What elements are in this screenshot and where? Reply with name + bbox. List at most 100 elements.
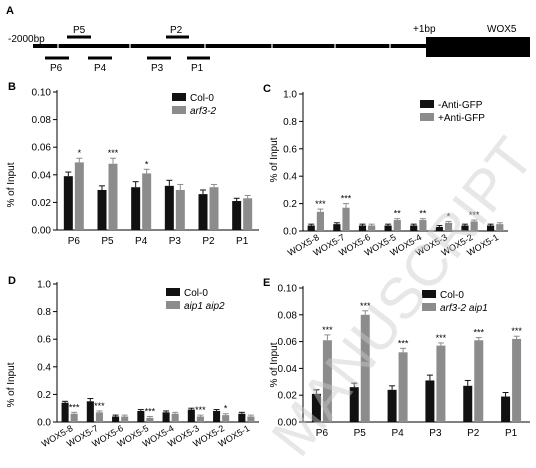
y-tick-label: 0.4 (283, 172, 297, 183)
y-tick-label: 0.08 (32, 115, 52, 126)
significance-label: * (447, 211, 451, 221)
primer-p1-label: P1 (191, 63, 204, 74)
bar (86, 401, 94, 422)
promoter-start-label: -2000bp (8, 34, 45, 45)
bar (247, 416, 255, 422)
significance-label: *** (398, 338, 409, 348)
bar (131, 187, 141, 230)
bar (97, 189, 107, 230)
category-label: P3 (169, 236, 182, 247)
gene-label: WOX5 (487, 24, 517, 35)
y-tick-label: 0.00 (32, 226, 52, 237)
y-axis-title: % of Input (269, 137, 280, 182)
bar (425, 380, 435, 422)
y-axis-title: % of Input (269, 342, 280, 387)
legend-swatch (166, 288, 180, 296)
bar (213, 410, 221, 422)
y-tick-label: 0.6 (37, 335, 51, 346)
bar (61, 402, 69, 422)
bar (187, 409, 195, 422)
bar (384, 225, 392, 231)
bar (368, 225, 376, 231)
watermark-text: MANUSCRIPT (259, 126, 536, 468)
significance-label: *** (315, 199, 326, 209)
panel-letter: E (263, 277, 270, 289)
tss-label: +1bp (413, 24, 436, 35)
y-tick-label: 0.8 (283, 117, 297, 128)
bar (496, 224, 504, 231)
category-label: P2 (467, 428, 480, 439)
category-label: P1 (505, 428, 518, 439)
category-label: P3 (429, 428, 442, 439)
wox5-gene-box (426, 37, 530, 57)
significance-label: ** (394, 209, 402, 219)
primer-p2-label: P2 (170, 25, 183, 36)
bar (487, 225, 495, 231)
bar (358, 225, 367, 231)
significance-label: *** (473, 328, 484, 338)
panel-letter: D (8, 275, 16, 287)
bar (196, 416, 204, 422)
significance-label: *** (322, 325, 333, 335)
y-tick-label: 0.04 (278, 364, 298, 375)
primer-p4-label: P4 (94, 63, 107, 74)
bar (316, 211, 324, 231)
bar (512, 338, 522, 422)
category-label: P4 (135, 236, 148, 247)
panel-letter: B (8, 81, 16, 93)
significance-label: * (145, 159, 149, 169)
panel-letter-a: A (6, 5, 14, 17)
y-tick-label: 0.2 (37, 390, 51, 401)
panel-e: E 0.00 0.02 0.04 0.06 0.08 0.10 % of Input *** P6… (263, 277, 530, 439)
legend-label: Col-0 (190, 93, 214, 104)
bar (435, 226, 443, 231)
y-tick-label: 0.00 (278, 418, 298, 429)
legend-label: aip1 aip2 (184, 301, 225, 312)
bar (108, 163, 118, 230)
bar (232, 201, 242, 230)
bar (171, 413, 179, 422)
category-label: P6 (316, 428, 329, 439)
y-tick-label: 0.02 (278, 391, 298, 402)
category-label: P5 (101, 236, 114, 247)
bar (307, 225, 315, 231)
significance-label: *** (469, 210, 480, 220)
y-tick-label: 0.0 (283, 227, 297, 238)
panel-b: B0.000.020.040.060.080.10% of Input*P6**… (6, 81, 259, 247)
significance-label: *** (69, 402, 80, 412)
bar (95, 412, 103, 422)
panel-a: A -2000bp +1bp WOX5 P5 P2 P6 P4 P3 P1 (6, 5, 530, 74)
y-axis-title: % of Input (6, 162, 17, 207)
y-tick-label: 0.06 (32, 143, 52, 154)
bar (175, 189, 185, 230)
primer-p6-label: P6 (50, 63, 63, 74)
primer-p5-label: P5 (73, 25, 86, 36)
bar (243, 198, 253, 230)
significance-label: ** (419, 209, 427, 219)
significance-label: * (78, 148, 82, 158)
legend-swatch (420, 100, 434, 108)
legend-label: arf3-2 aip1 (440, 303, 488, 314)
y-tick-label: 0.06 (278, 337, 298, 348)
y-axis-title: % of Input (6, 362, 17, 407)
legend-swatch (422, 290, 436, 298)
legend-label: Col-0 (184, 288, 208, 299)
bar (474, 340, 484, 422)
category-label: P1 (236, 236, 249, 247)
bar (393, 220, 401, 231)
y-tick-label: 0.4 (37, 362, 51, 373)
bar (112, 416, 120, 422)
bar (387, 389, 397, 422)
primer-p3-label: P3 (151, 63, 164, 74)
y-tick-label: 0.10 (278, 284, 298, 295)
y-tick-label: 1.0 (283, 90, 297, 101)
category-label: P4 (391, 428, 404, 439)
bar (349, 387, 359, 422)
bar (444, 222, 453, 231)
chart-panels: B0.000.020.040.060.080.10% of Input*P6**… (6, 81, 530, 449)
bar (398, 352, 408, 422)
bar (436, 345, 446, 422)
bar (238, 413, 246, 422)
bar (322, 340, 332, 422)
